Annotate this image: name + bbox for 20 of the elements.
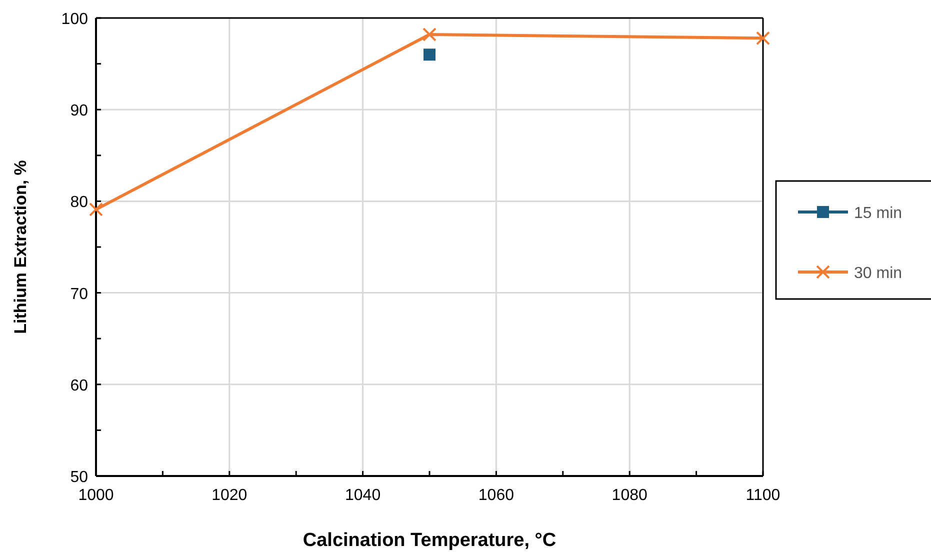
x-tick-label: 1040 [345,487,381,504]
y-tick-label: 60 [70,377,88,394]
x-tick-label: 1020 [212,487,248,504]
point [424,48,436,61]
y-tick-label: 90 [70,102,88,120]
point [756,31,770,46]
x-tick-label: 1080 [612,487,648,504]
x-tick-label: 1000 [78,487,114,504]
point [89,202,103,216]
x-axis-title: Calcination Temperature, °C [302,530,556,551]
y-tick-label: 70 [70,286,88,303]
y-tick-label: 100 [61,11,88,28]
legend-label: 15 min [854,205,902,222]
y-axis-title: Lithium Extraction, % [11,160,30,334]
y-tick-label: 50 [70,469,88,486]
x-tick-label: 1100 [746,487,780,504]
x-tick-label: 1060 [478,487,514,504]
y-tick-label: 80 [70,194,88,212]
point [422,27,436,42]
legend-label: 30 min [854,265,902,282]
